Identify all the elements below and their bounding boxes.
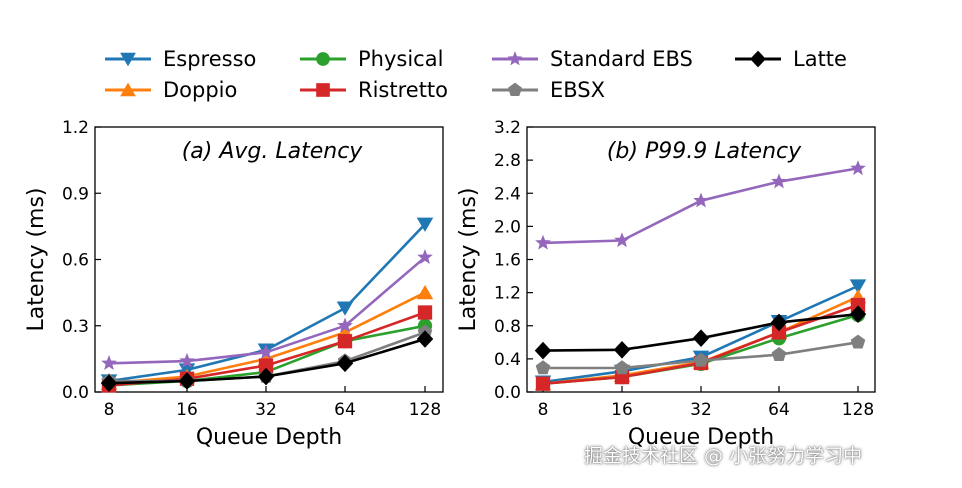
legend-label: Latte [793, 47, 847, 71]
data-point-latte [534, 341, 552, 360]
panel-p999-latency: 0.0 0.4 0.8 1.2 1.6 2.0 2.4 2.8 3.2 8 16 32 64 128 Que… [456, 118, 876, 450]
x-tick-label: 16 [176, 400, 198, 420]
x-tick-label: 128 [409, 400, 441, 420]
data-point-latte [336, 354, 354, 373]
y-tick-label: 0.8 [494, 317, 521, 337]
data-point-latte [692, 329, 710, 347]
y-tick-label: 0.6 [62, 251, 89, 271]
y-tick-label: 1.6 [494, 251, 521, 271]
legend-label: Doppio [163, 78, 237, 102]
series-line-standard-ebs [542, 167, 859, 245]
y-tick-label: 2.8 [494, 151, 521, 171]
legend-entry-ristretto: Ristretto [300, 78, 448, 102]
x-tick-label: 8 [104, 400, 115, 420]
legend-marker-star [507, 51, 523, 66]
legend-label: EBSX [550, 78, 605, 102]
legend-entry-standard-ebs: Standard EBS [492, 47, 693, 71]
data-point-standard-ebs [771, 173, 787, 189]
legend-entry-doppio: Doppio [105, 78, 237, 102]
data-point-espresso [849, 279, 867, 294]
y-tick-label: 0.0 [494, 383, 521, 403]
y-tick-label: 1.2 [62, 118, 89, 138]
data-point-standard-ebs [417, 249, 433, 264]
data-point-ristretto [337, 334, 353, 349]
data-point-latte [178, 372, 196, 390]
data-point-espresso [416, 217, 434, 232]
legend-entry-latte: Latte [735, 47, 847, 71]
data-point-standard-ebs [337, 317, 353, 333]
watermark: 掘金技术社区 @ 小张努力学习中 [584, 445, 863, 467]
y-tick-label: 0.4 [494, 350, 521, 370]
data-point-ristretto [535, 376, 551, 391]
data-point-ristretto [771, 325, 787, 340]
data-point-ebsx [614, 360, 630, 375]
data-point-latte [770, 313, 788, 332]
series-latte [534, 305, 867, 360]
series-standard-ebs [101, 249, 433, 370]
legend-entry-ebsx: EBSX [492, 78, 605, 102]
panel-avg-latency: 0.0 0.3 0.6 0.9 1.2 8 16 32 64 128 Queue Depth Late… [24, 118, 444, 450]
data-point-latte [257, 367, 275, 386]
data-point-standard-ebs [101, 355, 117, 370]
legend-entry-physical: Physical [300, 47, 443, 71]
legend: Espresso Doppio Physical Ristretto Standard … [105, 47, 847, 102]
data-point-ebsx [535, 360, 551, 375]
legend-marker-triangle-down [120, 52, 136, 67]
data-point-ebsx [850, 334, 866, 349]
series-ebsx [535, 334, 866, 375]
series-latte [100, 330, 434, 392]
data-point-doppio [416, 284, 434, 300]
data-point-standard-ebs [258, 344, 274, 359]
panel-title: (b) P99.9 Latency [607, 139, 802, 164]
y-tick-label: 2.4 [494, 184, 521, 204]
data-point-standard-ebs [850, 160, 866, 176]
x-tick-label: 128 [842, 400, 874, 420]
x-tick-label: 64 [334, 400, 356, 420]
data-point-standard-ebs [614, 232, 630, 248]
data-point-espresso [336, 301, 354, 316]
legend-marker-diamond [750, 50, 766, 68]
legend-label: Espresso [163, 47, 256, 71]
y-axis-label: Latency (ms) [456, 187, 481, 331]
x-tick-label: 8 [538, 400, 549, 420]
data-point-latte [613, 340, 631, 359]
x-tick-label: 16 [611, 400, 633, 420]
legend-marker-square [316, 83, 330, 97]
x-tick-label: 32 [255, 400, 277, 420]
data-point-ristretto [850, 297, 866, 313]
data-point-standard-ebs [535, 234, 551, 250]
data-point-latte [416, 330, 434, 348]
legend-label: Ristretto [358, 78, 448, 102]
data-point-latte [849, 305, 867, 323]
legend-entry-espresso: Espresso [105, 47, 256, 71]
x-tick-label: 32 [690, 400, 712, 420]
data-point-ebsx [771, 347, 787, 361]
data-point-ristretto [258, 358, 274, 373]
data-point-standard-ebs [693, 192, 709, 208]
legend-label: Physical [358, 47, 443, 71]
data-point-latte [100, 374, 118, 392]
y-axis-label: Latency (ms) [24, 187, 49, 331]
y-tick-label: 3.2 [494, 118, 521, 138]
legend-label: Standard EBS [550, 47, 693, 71]
data-point-ebsx [693, 352, 709, 367]
series-standard-ebs [535, 160, 866, 250]
y-tick-label: 1.2 [494, 284, 521, 304]
y-tick-label: 2.0 [494, 217, 521, 237]
x-axis-label: Queue Depth [196, 425, 342, 450]
legend-marker-triangle-up [120, 82, 136, 97]
y-tick-label: 0.3 [62, 317, 89, 337]
y-tick-label: 0.0 [62, 383, 89, 403]
x-axis-label: Queue Depth [628, 425, 774, 450]
legend-marker-pentagon [508, 82, 522, 96]
data-point-standard-ebs [179, 352, 195, 368]
data-point-ristretto [417, 305, 433, 320]
x-tick-label: 64 [768, 400, 790, 420]
y-tick-label: 0.9 [62, 184, 89, 204]
legend-marker-circle [316, 52, 330, 66]
panel-title: (a) Avg. Latency [182, 139, 364, 164]
